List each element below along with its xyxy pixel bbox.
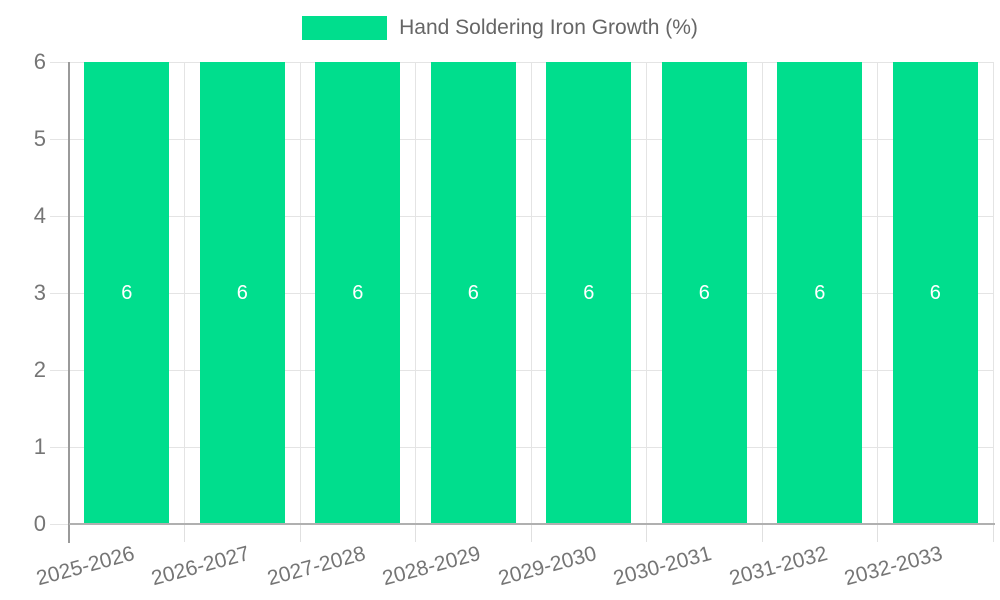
x-tick xyxy=(184,524,185,542)
bar-value-label: 6 xyxy=(236,282,248,304)
bar[interactable] xyxy=(315,62,401,524)
bar[interactable] xyxy=(84,62,170,524)
y-tick xyxy=(50,523,69,525)
bar-value-label: 6 xyxy=(121,282,133,304)
x-tick xyxy=(299,524,301,542)
y-tick-label: 1 xyxy=(33,434,46,459)
y-tick-label: 0 xyxy=(33,511,46,536)
bar[interactable] xyxy=(661,62,747,524)
bar[interactable] xyxy=(430,62,516,524)
bar[interactable] xyxy=(777,62,863,524)
y-tick xyxy=(50,61,69,63)
x-grid-line xyxy=(299,62,301,524)
x-grid-line xyxy=(415,62,416,524)
x-axis-line xyxy=(69,523,995,525)
x-grid-line xyxy=(761,62,763,524)
x-tick xyxy=(877,524,878,542)
x-grid-line xyxy=(877,62,878,524)
y-axis-line xyxy=(68,62,70,543)
legend-label: Hand Soldering Iron Growth (%) xyxy=(399,16,698,39)
bar-value-label: 6 xyxy=(583,282,595,304)
legend[interactable]: Hand Soldering Iron Growth (%) xyxy=(0,16,1000,40)
x-tick xyxy=(761,524,763,542)
y-tick-label: 2 xyxy=(33,357,46,382)
y-tick xyxy=(50,369,69,371)
legend-swatch-icon xyxy=(302,16,388,40)
bar-value-label: 6 xyxy=(929,282,941,304)
y-tick-label: 6 xyxy=(33,49,46,74)
bar[interactable] xyxy=(546,62,632,524)
bar-value-label: 6 xyxy=(814,282,826,304)
x-tick xyxy=(530,524,532,542)
y-tick xyxy=(50,138,69,140)
y-tick xyxy=(50,215,69,217)
x-grid-line xyxy=(530,62,532,524)
y-tick-label: 5 xyxy=(33,126,46,151)
y-tick xyxy=(50,292,69,294)
bar-value-label: 6 xyxy=(698,282,710,304)
x-tick xyxy=(992,524,994,542)
x-tick xyxy=(415,524,416,542)
x-grid-line xyxy=(646,62,647,524)
x-tick xyxy=(646,524,647,542)
bar[interactable] xyxy=(892,62,978,524)
bar-value-label: 6 xyxy=(467,282,479,304)
x-grid-line xyxy=(992,62,994,524)
y-tick xyxy=(50,446,69,448)
x-grid-line xyxy=(184,62,185,524)
bar[interactable] xyxy=(199,62,285,524)
y-tick-label: 4 xyxy=(33,203,46,228)
y-tick-label: 3 xyxy=(33,280,46,305)
bar-value-label: 6 xyxy=(352,282,364,304)
